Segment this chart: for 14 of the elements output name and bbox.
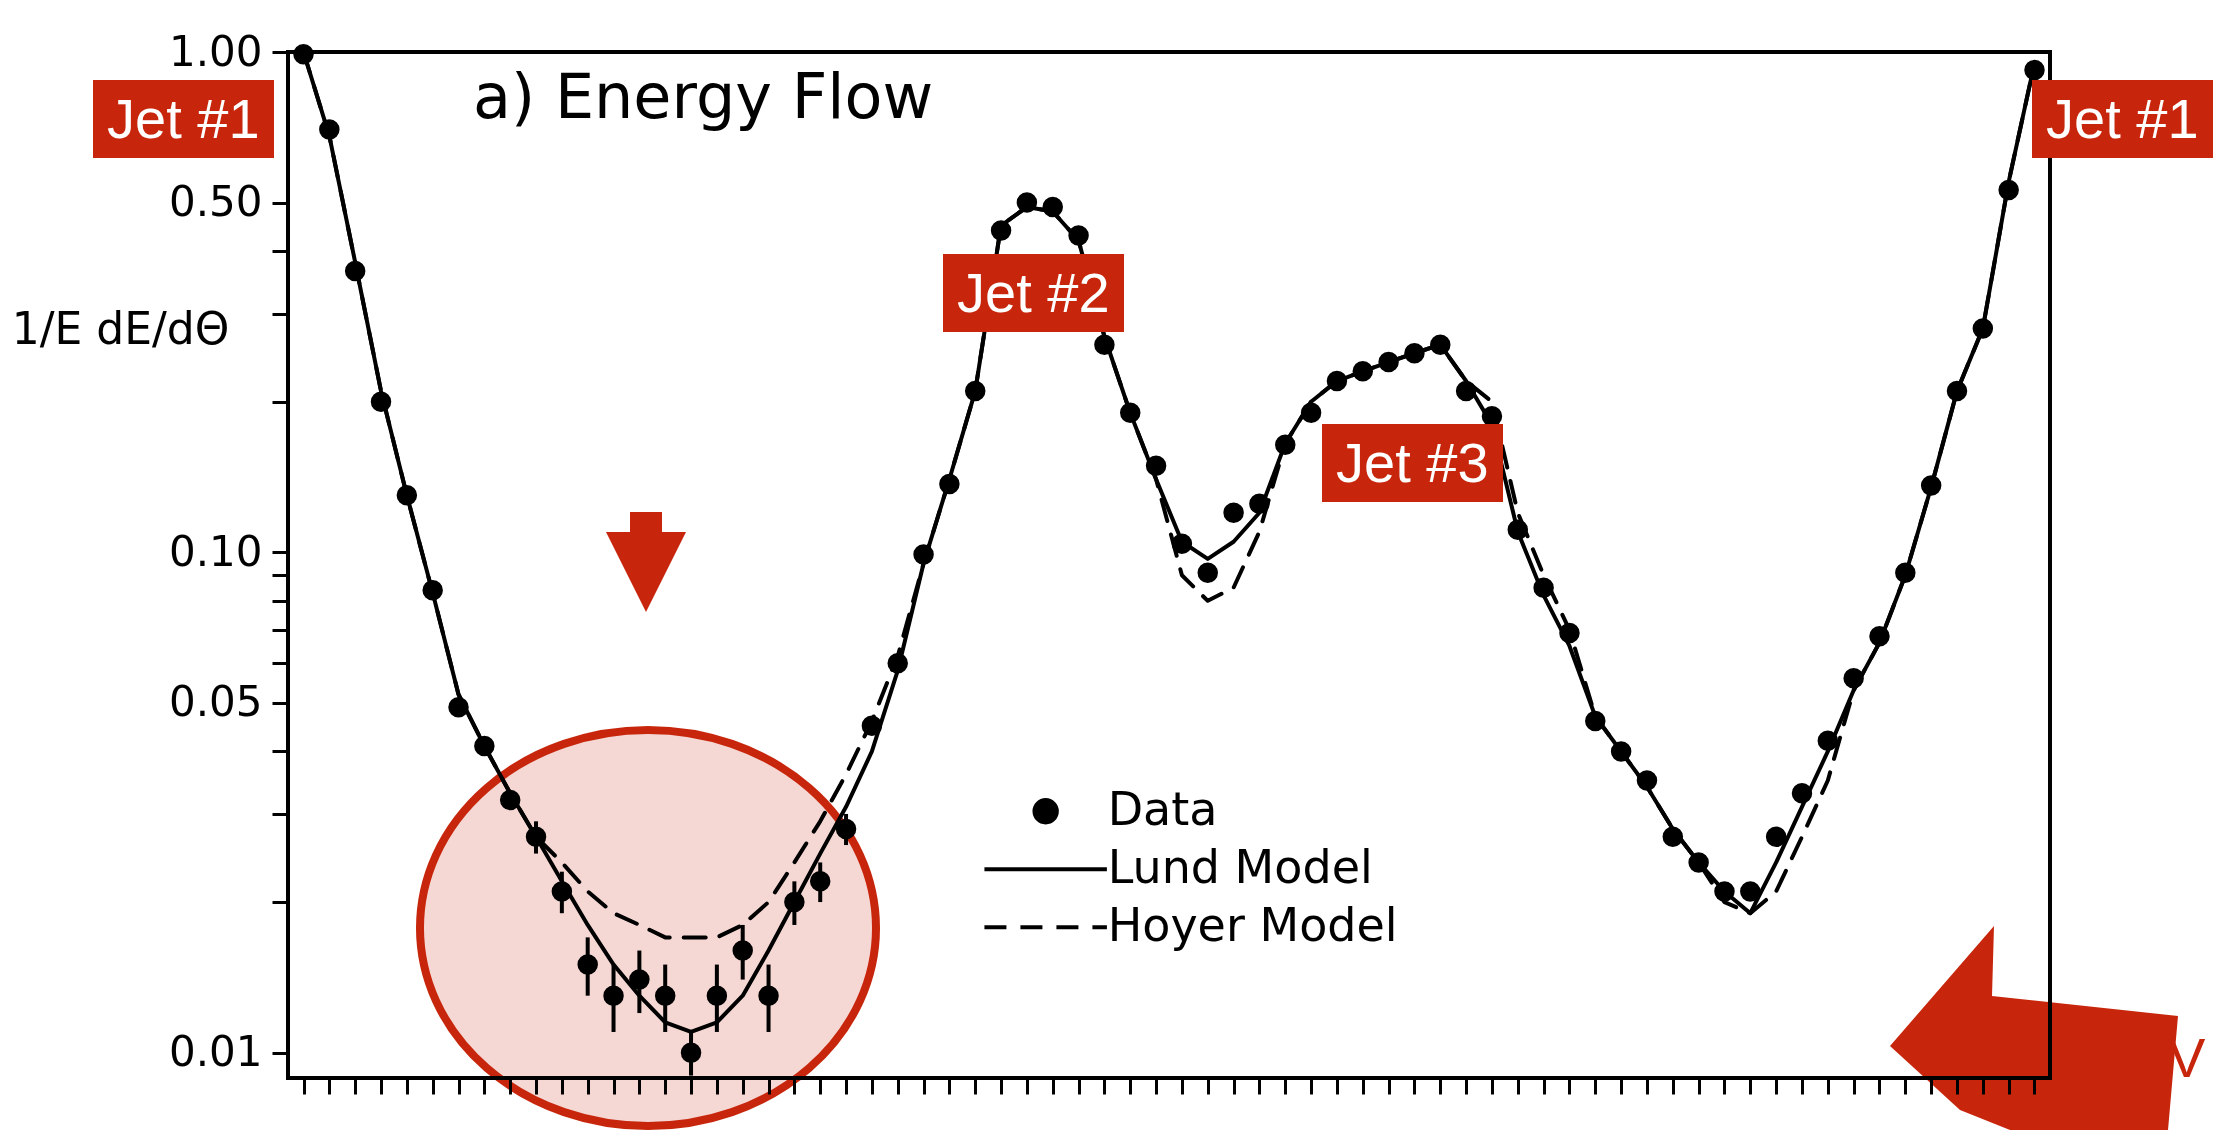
legend-label: Lund Model xyxy=(1107,840,1373,895)
y-tick-label: 1.00 xyxy=(168,26,263,76)
legend-label: Data xyxy=(1107,782,1218,837)
y-tick-label: 0.50 xyxy=(168,177,263,227)
annotation: Jet #1 xyxy=(2032,80,2213,158)
legend-label: Hoyer Model xyxy=(1107,898,1398,953)
y-axis-title: 1/E dE/dΘ xyxy=(11,302,230,354)
chart-title: a) Energy Flow xyxy=(473,60,934,133)
y-tick-label: 0.05 xyxy=(168,677,263,727)
annotation: Jet #3 xyxy=(1322,424,1503,502)
annotation: Jet #2 xyxy=(943,254,1124,332)
text: Jet #1 xyxy=(93,80,274,158)
y-tick-label: 0.01 xyxy=(168,1027,263,1077)
y-tick-label: 0.10 xyxy=(168,526,263,576)
